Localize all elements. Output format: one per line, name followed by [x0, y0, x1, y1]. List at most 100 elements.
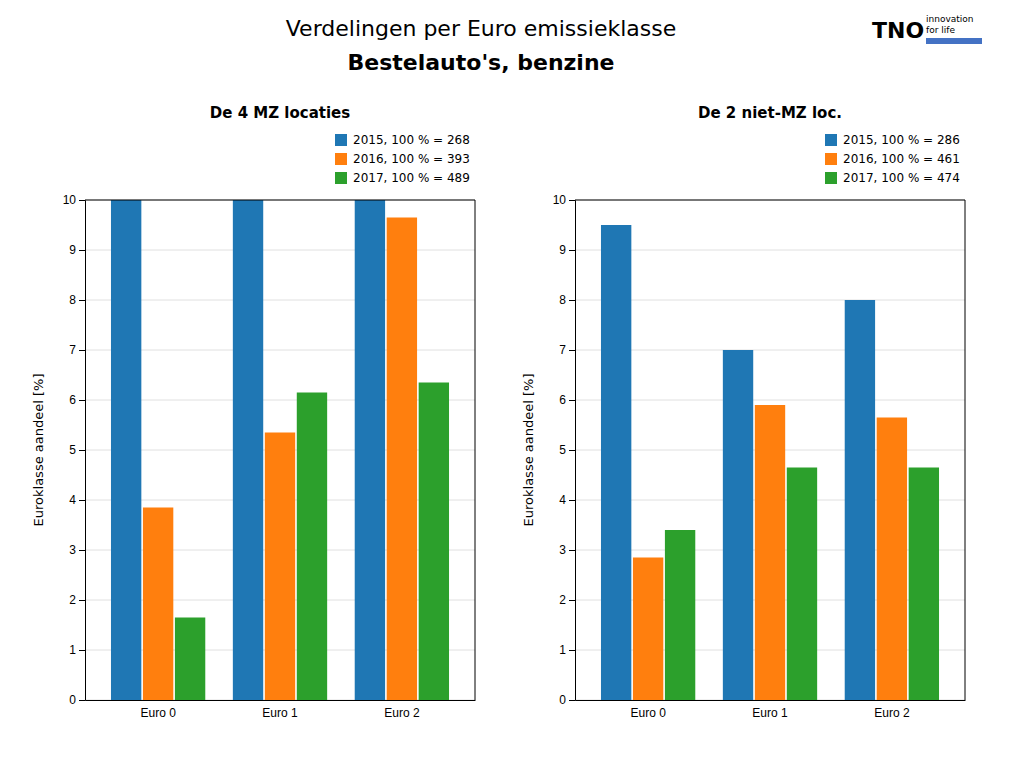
legend-item: 2015, 100 % = 268	[335, 133, 470, 147]
y-tick-mark	[79, 400, 85, 401]
frame-line	[965, 200, 966, 700]
legend-label: 2016, 100 % = 393	[353, 152, 470, 166]
legend-swatch	[335, 134, 347, 146]
logo-bar	[926, 38, 982, 44]
bar	[111, 200, 141, 700]
x-axis-line	[86, 700, 476, 701]
y-tick-mark	[569, 400, 575, 401]
grid	[85, 200, 475, 700]
y-tick-mark	[569, 650, 575, 651]
x-tick: Euro 0	[630, 706, 666, 720]
y-tick-mark	[569, 550, 575, 551]
legend: 2015, 100 % = 286 2016, 100 % = 461 2017, …	[825, 133, 960, 185]
x-tick: Euro 1	[262, 706, 298, 720]
legend-swatch	[335, 153, 347, 165]
y-tick-label: 8	[69, 293, 76, 307]
legend-item: 2016, 100 % = 461	[825, 152, 960, 166]
x-tick: Euro 2	[874, 706, 910, 720]
y-tick: 4	[69, 493, 85, 507]
y-tick-mark	[569, 350, 575, 351]
y-tick-mark	[79, 500, 85, 501]
legend-label: 2017, 100 % = 489	[353, 171, 470, 185]
x-tick-label: Euro 1	[752, 706, 788, 720]
y-tick: 3	[69, 543, 85, 557]
frame-line	[85, 200, 475, 201]
x-tick-label: Euro 0	[630, 706, 666, 720]
y-tick-mark	[79, 450, 85, 451]
legend-item: 2017, 100 % = 474	[825, 171, 960, 185]
legend-label: 2015, 100 % = 268	[353, 133, 470, 147]
bar	[845, 300, 875, 700]
y-tick: 7	[559, 343, 575, 357]
y-tick-label: 10	[553, 193, 567, 207]
y-axis: 012345678910	[553, 193, 576, 707]
x-tick: Euro 1	[752, 706, 788, 720]
y-tick-label: 9	[69, 243, 76, 257]
x-tick-label: Euro 0	[140, 706, 176, 720]
bar	[419, 383, 449, 701]
logo-subtext: for life	[926, 25, 955, 35]
y-tick-mark	[79, 200, 85, 201]
y-tick-label: 3	[559, 543, 566, 557]
bar	[755, 405, 785, 700]
grid-line	[575, 300, 965, 301]
legend-label: 2016, 100 % = 461	[843, 152, 960, 166]
x-tick: Euro 0	[140, 706, 176, 720]
y-tick: 10	[553, 193, 575, 207]
bar	[601, 225, 631, 700]
bar	[723, 350, 753, 700]
y-tick-label: 2	[69, 593, 76, 607]
y-tick-mark	[79, 650, 85, 651]
x-tick-label: Euro 2	[384, 706, 420, 720]
legend-item: 2017, 100 % = 489	[335, 171, 470, 185]
plot-area	[111, 200, 449, 700]
bar	[877, 418, 907, 701]
bar	[633, 558, 663, 701]
x-axis-line	[576, 700, 966, 701]
legend-label: 2017, 100 % = 474	[843, 171, 960, 185]
bar	[355, 200, 385, 700]
y-tick-mark	[79, 350, 85, 351]
y-tick-label: 2	[559, 593, 566, 607]
y-tick-label: 7	[69, 343, 76, 357]
y-tick-mark	[79, 550, 85, 551]
x-axis: Euro 0 Euro 1 Euro 2	[86, 701, 476, 720]
y-tick-label: 5	[559, 443, 566, 457]
y-tick-label: 6	[559, 393, 566, 407]
grid-line	[575, 400, 965, 401]
y-tick-label: 10	[63, 193, 77, 207]
legend-swatch	[825, 134, 837, 146]
y-tick: 5	[559, 443, 575, 457]
grid	[575, 200, 965, 700]
y-tick-mark	[79, 600, 85, 601]
y-tick-label: 5	[69, 443, 76, 457]
y-tick: 1	[69, 643, 85, 657]
logo-subtext: innovation	[926, 14, 974, 24]
plot-area	[601, 225, 939, 700]
y-tick: 2	[69, 593, 85, 607]
legend-label: 2015, 100 % = 286	[843, 133, 960, 147]
panel-title: De 2 niet-MZ loc.	[698, 104, 842, 122]
y-tick: 10	[63, 193, 85, 207]
title: Verdelingen per Euro emissieklasse	[286, 16, 676, 41]
panel-title: De 4 MZ locaties	[210, 104, 350, 122]
y-tick-mark	[569, 450, 575, 451]
panel: 012345678910Euro 0Euro 1Euro 2De 2 niet-…	[521, 104, 966, 720]
bar	[909, 468, 939, 701]
y-tick-label: 3	[69, 543, 76, 557]
y-tick: 6	[69, 393, 85, 407]
panel: 0 1 2 3 4 5 6 7 8 9 10 Euro 0 Euro 1 Euro 2 De 4 MZ lo…	[31, 104, 476, 720]
y-tick-label: 1	[559, 643, 566, 657]
bar	[787, 468, 817, 701]
bar	[233, 200, 263, 700]
bar	[265, 433, 295, 701]
y-tick: 7	[69, 343, 85, 357]
chart-container: Verdelingen per Euro emissieklasseBestel…	[0, 0, 1024, 768]
y-axis: 0 1 2 3 4 5 6 7 8 9 10	[63, 193, 86, 707]
bar	[387, 218, 417, 701]
y-tick-label: 0	[69, 693, 76, 707]
y-tick-mark	[569, 700, 575, 701]
y-tick: 5	[69, 443, 85, 457]
y-tick-mark	[569, 300, 575, 301]
legend-item: 2016, 100 % = 393	[335, 152, 470, 166]
